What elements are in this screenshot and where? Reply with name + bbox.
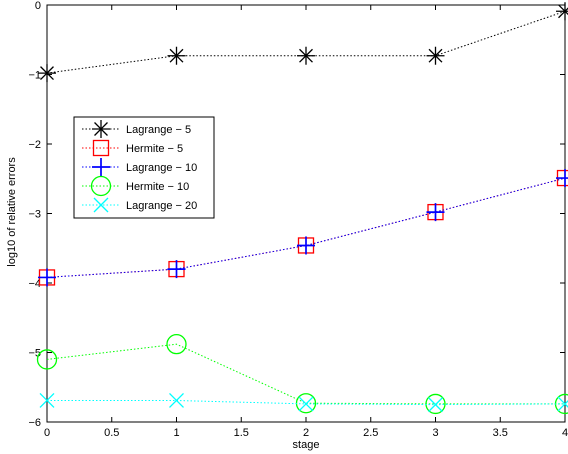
data-point xyxy=(556,169,568,188)
data-point xyxy=(428,397,443,413)
legend-label: Lagrange − 5 xyxy=(126,124,191,136)
y-tick-label: −6 xyxy=(28,417,41,429)
legend-marker xyxy=(93,197,109,213)
y-tick-label: −2 xyxy=(28,139,41,151)
legend-label: Lagrange − 20 xyxy=(126,200,197,212)
marker-circle xyxy=(166,334,187,355)
x-tick-label: 2.5 xyxy=(363,427,378,439)
data-point xyxy=(297,236,315,255)
marker-stroke xyxy=(169,392,184,408)
marker-circle xyxy=(425,393,446,415)
x-tick-label: 4 xyxy=(562,427,568,439)
marker-stroke xyxy=(40,66,54,81)
legend-marker xyxy=(92,158,110,176)
data-point xyxy=(38,268,56,287)
marker-stroke xyxy=(558,7,568,19)
data-point xyxy=(166,334,187,355)
marker-circle xyxy=(90,175,112,197)
data-point xyxy=(39,392,55,408)
x-tick-label: 1 xyxy=(173,427,179,439)
marker-stroke xyxy=(94,122,108,136)
marker-stroke xyxy=(39,392,55,408)
marker-square xyxy=(92,139,110,157)
y-axis-label: log10 of relative errors xyxy=(6,157,18,267)
x-tick-label: 3.5 xyxy=(493,427,508,439)
legend-marker xyxy=(92,139,110,157)
data-point xyxy=(167,46,186,65)
marker-stroke xyxy=(93,197,109,213)
data-point xyxy=(425,393,446,415)
x-tick-label: 2 xyxy=(303,427,309,439)
data-point xyxy=(169,392,184,408)
marker-stroke xyxy=(299,48,313,63)
marker-stroke xyxy=(428,48,443,63)
x-tick-label: 3 xyxy=(432,427,438,439)
x-tick-label: 1.5 xyxy=(234,427,249,439)
data-point xyxy=(426,46,445,65)
data-point xyxy=(298,396,314,412)
data-point xyxy=(557,396,568,412)
legend: Lagrange − 5 Hermite − 5 Lagrange − 10 Herm… xyxy=(73,116,215,219)
y-tick-label: −3 xyxy=(28,209,41,221)
marker-stroke xyxy=(169,48,184,63)
marker-stroke xyxy=(428,397,443,413)
legend-label: Lagrange − 10 xyxy=(126,162,197,174)
data-point xyxy=(297,46,315,65)
data-point xyxy=(167,260,186,279)
marker-stroke xyxy=(557,400,568,412)
data-point xyxy=(38,64,56,83)
y-tick-label: −1 xyxy=(28,70,41,82)
legend-label: Hermite − 5 xyxy=(126,143,183,155)
x-axis-label: stage xyxy=(293,439,320,451)
x-tick-label: 0.5 xyxy=(104,427,119,439)
data-point xyxy=(556,2,568,21)
marker-stroke xyxy=(298,396,314,412)
data-point xyxy=(426,203,445,222)
y-tick-label: 0 xyxy=(35,0,41,12)
legend-label: Hermite − 10 xyxy=(126,181,189,193)
legend-marker xyxy=(92,120,110,138)
marker-circle xyxy=(36,349,58,370)
series-layer xyxy=(36,2,568,415)
x-axis: 0 0.5 1 1.5 2 2.5 3 3.5 4 xyxy=(44,5,568,439)
data-point xyxy=(36,349,58,370)
x-tick-label: 0 xyxy=(44,427,50,439)
legend-marker xyxy=(90,175,112,197)
y-axis: 0−1−2−3−4−5−6 xyxy=(28,0,565,429)
y-tick-label: −4 xyxy=(28,278,41,290)
